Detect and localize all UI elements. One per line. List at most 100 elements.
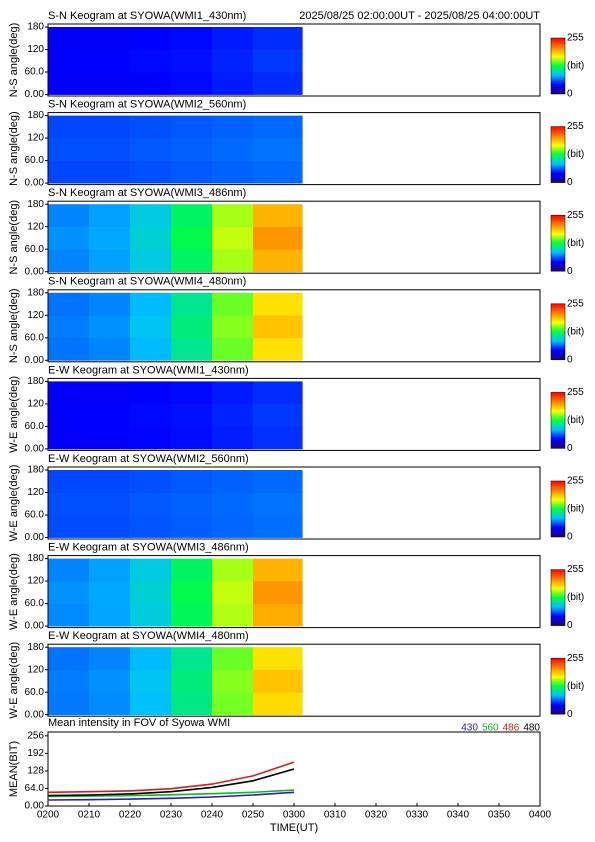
heatmap-cell bbox=[171, 115, 213, 139]
heatmap-cell bbox=[253, 292, 303, 316]
panel-title: E-W Keogram at SYOWA(WMI4_480nm) bbox=[48, 630, 249, 642]
heatmap-cell bbox=[253, 337, 303, 361]
x-tick-label: 0210 bbox=[78, 810, 101, 821]
heatmap-cell bbox=[48, 249, 90, 273]
y-tick-label: 128 bbox=[27, 766, 44, 777]
heatmap-cell bbox=[48, 558, 90, 582]
y-axis-label: N-S angle(deg) bbox=[8, 289, 20, 364]
y-tick-label: 180 bbox=[27, 22, 44, 33]
y-axis-label: N-S angle(deg) bbox=[8, 200, 20, 275]
heatmap-cell bbox=[171, 403, 213, 427]
heatmap-cell bbox=[212, 558, 254, 582]
heatmap-cell bbox=[89, 292, 131, 316]
panel-title: S-N Keogram at SYOWA(WMI2_560nm) bbox=[48, 99, 246, 111]
x-tick-label: 0400 bbox=[529, 810, 552, 821]
series-line bbox=[47, 761, 295, 794]
heatmap-cell bbox=[212, 115, 254, 139]
heatmap-cell bbox=[48, 581, 90, 604]
heatmap-cell bbox=[48, 138, 90, 161]
heatmap-cell bbox=[253, 603, 303, 627]
y-tick-label: 64.0 bbox=[25, 783, 45, 794]
heatmap-cell bbox=[48, 692, 90, 716]
heatmap-cell bbox=[130, 72, 172, 95]
x-tick-label: 0310 bbox=[324, 810, 347, 821]
y-tick-label: 120 bbox=[27, 399, 44, 410]
heatmap-cell bbox=[48, 27, 90, 50]
heatmap-cell bbox=[130, 669, 172, 693]
heatmap-cell bbox=[171, 669, 213, 693]
x-tick-label: 0340 bbox=[447, 810, 470, 821]
heatmap-cell bbox=[130, 115, 172, 139]
y-tick-label: 60.0 bbox=[25, 598, 45, 609]
heatmap-cell bbox=[89, 381, 131, 405]
colorbar bbox=[550, 126, 566, 183]
heatmap-cell bbox=[253, 558, 303, 582]
y-tick-label: 120 bbox=[27, 664, 44, 675]
heatmap-cell bbox=[171, 381, 213, 405]
series-line bbox=[47, 789, 295, 798]
y-tick-label: 0.00 bbox=[25, 709, 45, 720]
heatmap-cell bbox=[171, 160, 213, 184]
heatmap-cell bbox=[89, 692, 131, 716]
colorbar-tick-label: 0 bbox=[567, 354, 573, 365]
heatmap-cell bbox=[48, 515, 90, 538]
heatmap-cell bbox=[130, 249, 172, 273]
y-tick-label: 0.00 bbox=[25, 801, 45, 812]
heatmap-cell bbox=[253, 160, 303, 184]
colorbar-tick-label: 255 bbox=[567, 387, 584, 398]
heatmap-cell bbox=[89, 138, 131, 161]
y-tick-label: 60.0 bbox=[25, 244, 45, 255]
heatmap-cell bbox=[253, 492, 303, 516]
heatmap-cell bbox=[89, 603, 131, 627]
heatmap-cell bbox=[212, 669, 254, 693]
legend-entry: 480 bbox=[523, 723, 540, 734]
y-axis-label: N-S angle(deg) bbox=[8, 111, 20, 186]
heatmap-cell bbox=[171, 692, 213, 716]
heatmap-cell bbox=[130, 692, 172, 716]
x-tick-label: 0320 bbox=[365, 810, 388, 821]
heatmap-cell bbox=[48, 204, 90, 228]
heatmap-cell bbox=[48, 160, 90, 184]
heatmap-cell bbox=[130, 337, 172, 361]
y-tick-label: 180 bbox=[27, 199, 44, 210]
heatmap-cell bbox=[89, 426, 131, 450]
y-tick-label: 180 bbox=[27, 110, 44, 121]
heatmap-cell bbox=[212, 249, 254, 273]
colorbar bbox=[550, 303, 566, 361]
y-tick-label: 0.00 bbox=[25, 532, 45, 543]
heatmap-cell bbox=[253, 204, 303, 228]
heatmap-cell bbox=[48, 315, 90, 339]
heatmap-cell bbox=[48, 603, 90, 627]
panel-title: E-W Keogram at SYOWA(WMI3_486nm) bbox=[48, 542, 249, 554]
heatmap-cell bbox=[212, 138, 254, 161]
colorbar-tick-label: 255 bbox=[567, 298, 584, 309]
y-axis-label: W-E angle(deg) bbox=[8, 376, 20, 453]
heatmap-cell bbox=[130, 138, 172, 161]
plot-frame bbox=[47, 112, 541, 186]
heatmap-cell bbox=[212, 226, 254, 250]
heatmap-cell bbox=[48, 337, 90, 361]
x-tick-label: 0300 bbox=[283, 810, 306, 821]
heatmap-cell bbox=[48, 292, 90, 316]
heatmap-cell bbox=[171, 581, 213, 604]
heatmap-cell bbox=[253, 115, 303, 139]
y-tick-label: 192 bbox=[27, 748, 44, 759]
y-tick-label: 120 bbox=[27, 310, 44, 321]
heatmap-cell bbox=[48, 492, 90, 516]
plot-frame bbox=[47, 200, 541, 274]
heatmap-cell bbox=[171, 647, 213, 671]
heatmap-cell bbox=[253, 138, 303, 161]
heatmap-cell bbox=[212, 492, 254, 516]
y-tick-label: 180 bbox=[27, 553, 44, 564]
heatmap-cell bbox=[212, 647, 254, 671]
x-tick-label: 0230 bbox=[160, 810, 183, 821]
heatmap-cell bbox=[253, 27, 303, 50]
y-tick-label: 180 bbox=[27, 642, 44, 653]
heatmap-cell bbox=[253, 669, 303, 693]
colorbar-tick-label: 0 bbox=[567, 266, 573, 277]
y-tick-label: 0.00 bbox=[25, 621, 45, 632]
heatmap-cell bbox=[130, 647, 172, 671]
series-line bbox=[47, 768, 295, 797]
x-tick-label: 0220 bbox=[119, 810, 142, 821]
heatmap-cell bbox=[89, 403, 131, 427]
